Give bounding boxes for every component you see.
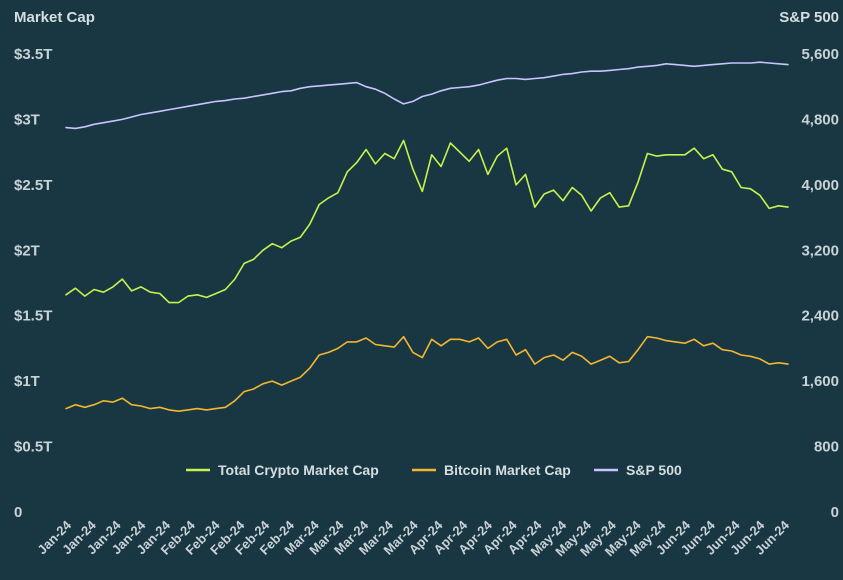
y-right-tick-label: 4,800 — [801, 111, 839, 128]
series-line-total-crypto-market-cap — [65, 139, 789, 304]
y-right-tick-labels: 0 800 1,600 2,400 3,200 4,000 4,800 5,600 — [801, 46, 839, 521]
y-left-tick-label: $3T — [14, 111, 40, 128]
y-right-tick-label: 4,000 — [801, 177, 839, 194]
y-left-tick-label: $1.5T — [14, 308, 52, 325]
series-line-bitcoin-market-cap — [65, 335, 789, 413]
y-right-tick-label: 1,600 — [801, 373, 839, 390]
legend-item[interactable]: S&P 500 — [594, 462, 682, 478]
y-left-axis-title: Market Cap — [14, 9, 95, 26]
legend-label: Bitcoin Market Cap — [444, 462, 571, 478]
y-left-tick-label: $3.5T — [14, 46, 52, 63]
legend-label: S&P 500 — [626, 462, 682, 478]
y-left-tick-label: $2T — [14, 242, 40, 259]
y-left-tick-label: $2.5T — [14, 177, 52, 194]
y-right-tick-label: 800 — [814, 439, 839, 456]
series-line-s-p-500 — [65, 61, 789, 130]
legend-item[interactable]: Total Crypto Market Cap — [186, 462, 379, 478]
y-left-tick-label: $0.5T — [14, 439, 52, 456]
y-right-tick-label: 2,400 — [801, 308, 839, 325]
x-tick-labels: Jan-24Jan-24Jan-24Jan-24Jan-24Feb-24Feb-… — [34, 517, 792, 559]
y-right-tick-label: 5,600 — [801, 46, 839, 63]
y-left-tick-label: $1T — [14, 373, 40, 390]
y-right-tick-label: 0 — [831, 504, 839, 521]
y-right-axis-title: S&P 500 — [779, 9, 839, 26]
y-right-tick-label: 3,200 — [801, 242, 839, 259]
legend: Total Crypto Market Cap Bitcoin Market Ca… — [186, 462, 682, 478]
legend-item[interactable]: Bitcoin Market Cap — [412, 462, 571, 478]
legend-label: Total Crypto Market Cap — [218, 462, 379, 478]
y-left-tick-labels: 0 $0.5T $1T $1.5T $2T $2.5T $3T $3.5T — [14, 46, 52, 521]
y-left-tick-label: 0 — [14, 504, 22, 521]
series-lines — [65, 61, 789, 413]
